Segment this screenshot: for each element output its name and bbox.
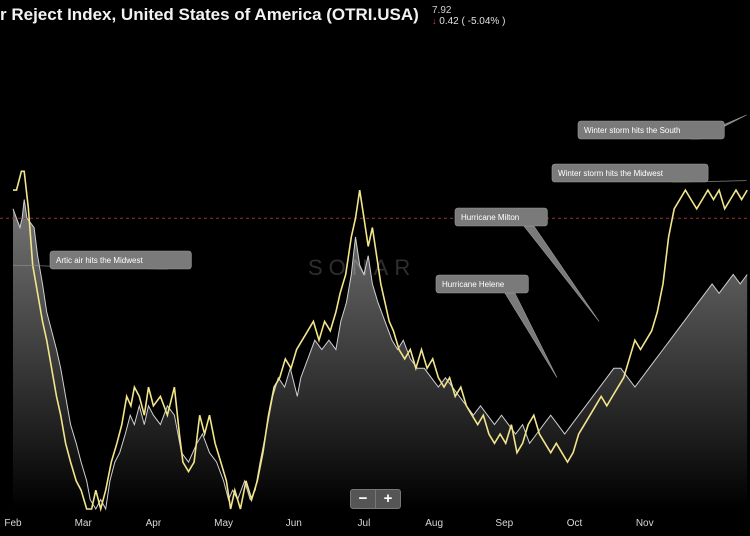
x-tick-label: Nov	[636, 518, 654, 529]
x-tick-label: Aug	[425, 518, 443, 529]
x-tick-label: Apr	[146, 518, 162, 529]
chart-x-ticks-layer: Feb Mar Apr May Jun Jul Aug Sep Oct Nov	[4, 518, 653, 529]
x-tick-label: Oct	[567, 518, 583, 529]
x-tick-label: Mar	[75, 518, 93, 529]
chart-lines-layer	[12, 170, 748, 513]
chart-area-layer	[13, 199, 748, 509]
zoom-in-button[interactable]: +	[375, 489, 401, 509]
annotation-box	[454, 207, 548, 227]
down-arrow-icon: ↓	[432, 16, 437, 26]
x-tick-label: Sep	[495, 518, 513, 529]
x-tick-label: May	[214, 518, 233, 529]
annotation-box	[577, 120, 725, 140]
annotation-pointer	[504, 292, 558, 378]
secondary-series-area	[13, 199, 748, 509]
annotation-box	[49, 250, 192, 270]
chart-title: r Reject Index, United States of America…	[0, 5, 419, 24]
annotation-label: Winter storm hits the Midwest	[558, 169, 664, 178]
x-tick-label: Jul	[358, 518, 371, 529]
change-value: 0.42 ( -5.04% )	[439, 16, 506, 27]
annotation-label: Artic air hits the Midwest	[56, 256, 143, 265]
x-tick-label: Feb	[4, 518, 22, 529]
zoom-out-button[interactable]: −	[350, 489, 376, 509]
primary-series-line	[13, 170, 748, 513]
sonar-watermark: SONAR	[308, 255, 417, 280]
price-stat: 7.92 ↓ 0.42 ( -5.04% )	[432, 5, 505, 27]
x-tick-label: Jun	[286, 518, 302, 529]
annotation-label: Winter storm hits the South	[584, 126, 680, 135]
current-value: 7.92	[432, 5, 452, 16]
chart-annotations-layer: Artic air hits the Midwest Hurricane Milt…	[12, 114, 747, 378]
annotation-label: Hurricane Milton	[461, 213, 519, 222]
annotation-box	[435, 274, 529, 294]
annotation-pointer	[523, 225, 600, 322]
annotation-box	[551, 163, 709, 183]
annotation-label: Hurricane Helene	[442, 280, 505, 289]
secondary-series-line	[12, 199, 748, 511]
